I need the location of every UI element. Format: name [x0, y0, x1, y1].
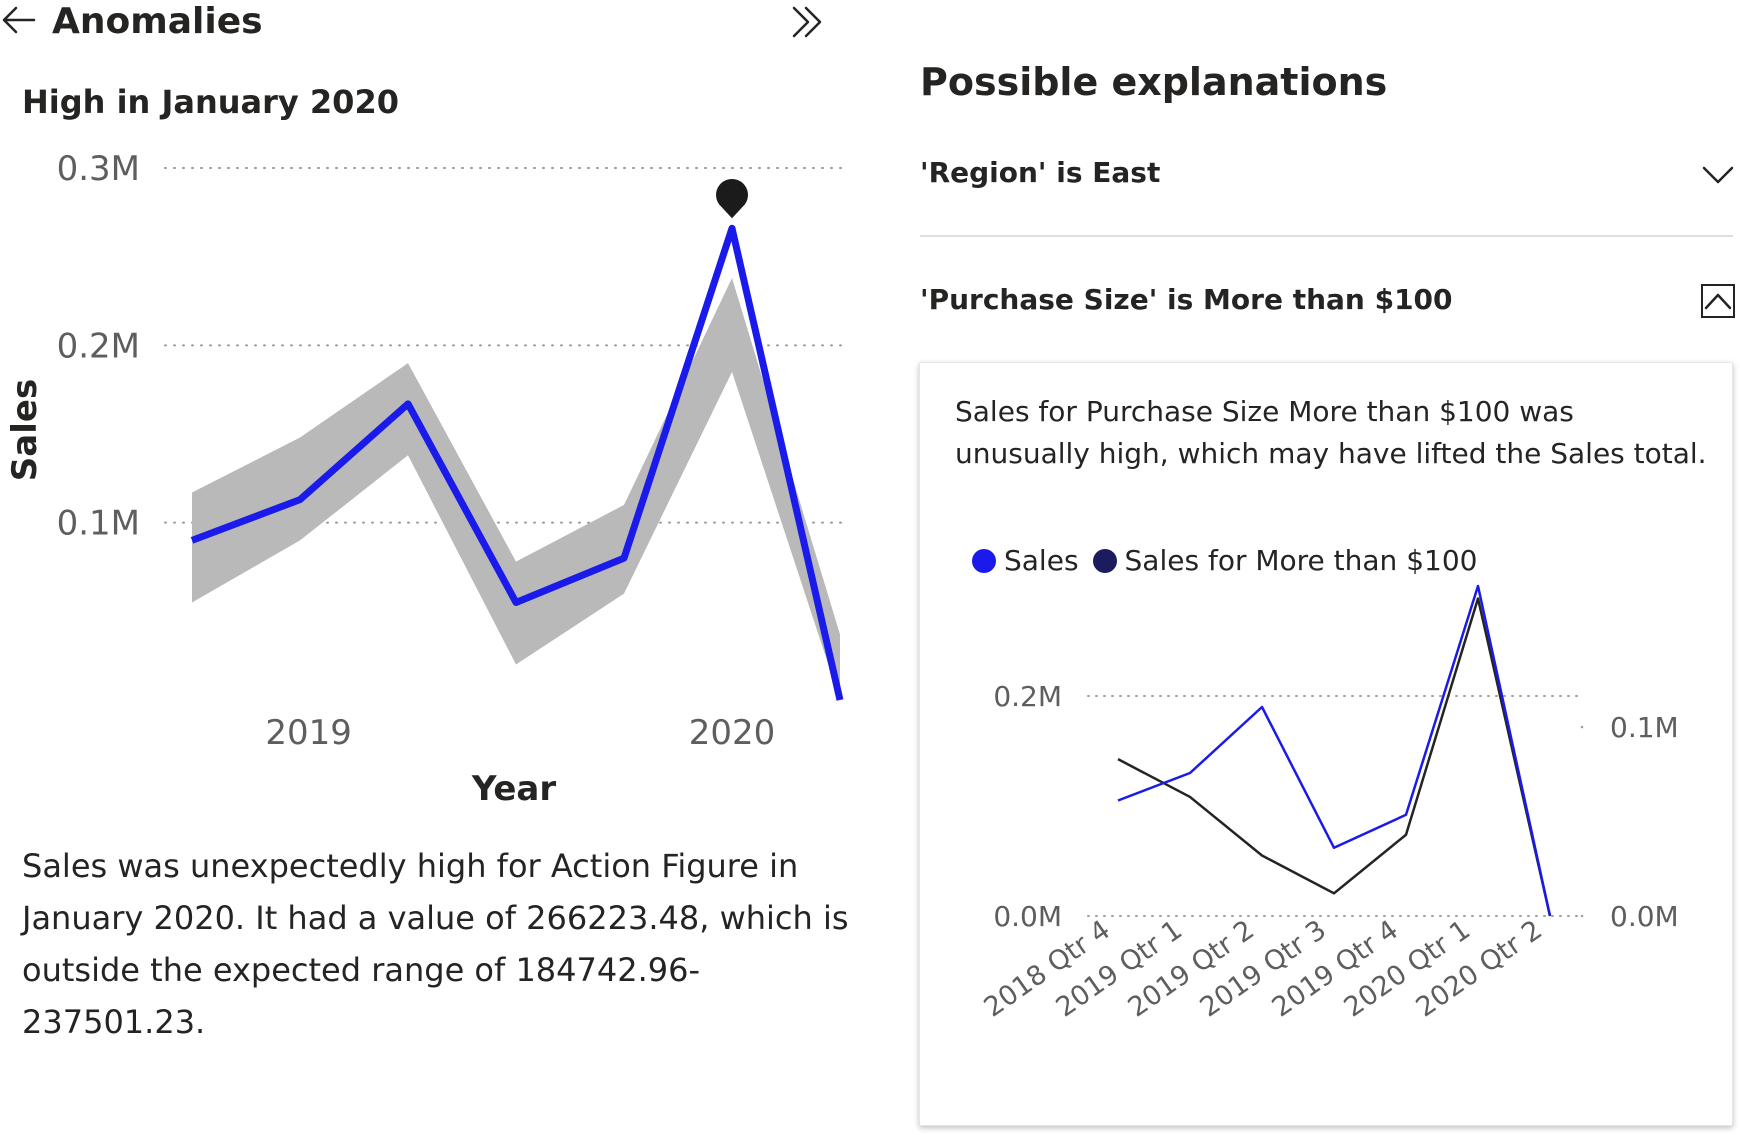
legend-label: Sales: [1004, 544, 1079, 577]
y-tick-label: 0.2M: [57, 326, 140, 366]
chevron-down-icon[interactable]: [1701, 157, 1735, 191]
anomaly-title: High in January 2020: [22, 83, 399, 121]
left-tick-label: 0.2M: [993, 680, 1062, 713]
y-tick-label: 0.1M: [57, 504, 140, 544]
expected-range-band: [192, 277, 840, 700]
legend-dot: [1092, 549, 1117, 573]
anomaly-marker: [716, 178, 748, 219]
explanation-detail-text: Sales for Purchase Size More than $100 w…: [955, 395, 1707, 470]
right-tick-label: 0.1M: [1610, 711, 1679, 744]
legend-dot: [972, 549, 996, 573]
explanation-label: 'Region' is East: [920, 156, 1161, 189]
right-tick-mark: [1580, 725, 1584, 729]
legend-item-sales[interactable]: Sales: [972, 543, 1079, 579]
explanation-detail-card: Sales for Purchase Size More than $100 w…: [919, 362, 1733, 1126]
chevron-up-icon[interactable]: [1701, 284, 1735, 318]
sales-line: [190, 224, 844, 701]
sales-line: [1117, 584, 1552, 917]
divider: [920, 235, 1733, 237]
x-axis-title: Year: [471, 769, 557, 809]
explanation-purchase-size[interactable]: 'Purchase Size' is More than $100: [920, 272, 1735, 332]
arrow-left-icon[interactable]: [0, 4, 36, 36]
anomaly-narrative: Sales was unexpectedly high for Action F…: [22, 847, 849, 1041]
explanation-label: 'Purchase Size' is More than $100: [920, 283, 1453, 316]
right-tick-mark: [1580, 914, 1584, 918]
legend-label: Sales for More than $100: [1124, 544, 1478, 577]
legend-item-sales-more-than-100[interactable]: Sales for More than $100: [1092, 543, 1478, 579]
chart-legend: Sales Sales for More than $100: [972, 543, 1491, 579]
x-tick-label: 2020: [689, 713, 776, 753]
y-axis-title: Sales: [5, 379, 45, 481]
pane-title: Anomalies: [52, 1, 263, 42]
y-tick-label: 0.3M: [57, 149, 140, 189]
double-chevron-right-icon[interactable]: [790, 4, 826, 40]
anomaly-line-chart: 0.1M 0.2M 0.3M 2019 2020 Year Sales: [5, 149, 846, 809]
explanation-region-east[interactable]: 'Region' is East: [920, 145, 1735, 205]
explanations-title: Possible explanations: [920, 60, 1388, 104]
left-tick-label: 0.0M: [993, 900, 1062, 933]
x-tick-label: 2019: [265, 713, 352, 753]
right-tick-label: 0.0M: [1610, 900, 1679, 933]
sales-more-than-100-line: [1117, 597, 1552, 917]
